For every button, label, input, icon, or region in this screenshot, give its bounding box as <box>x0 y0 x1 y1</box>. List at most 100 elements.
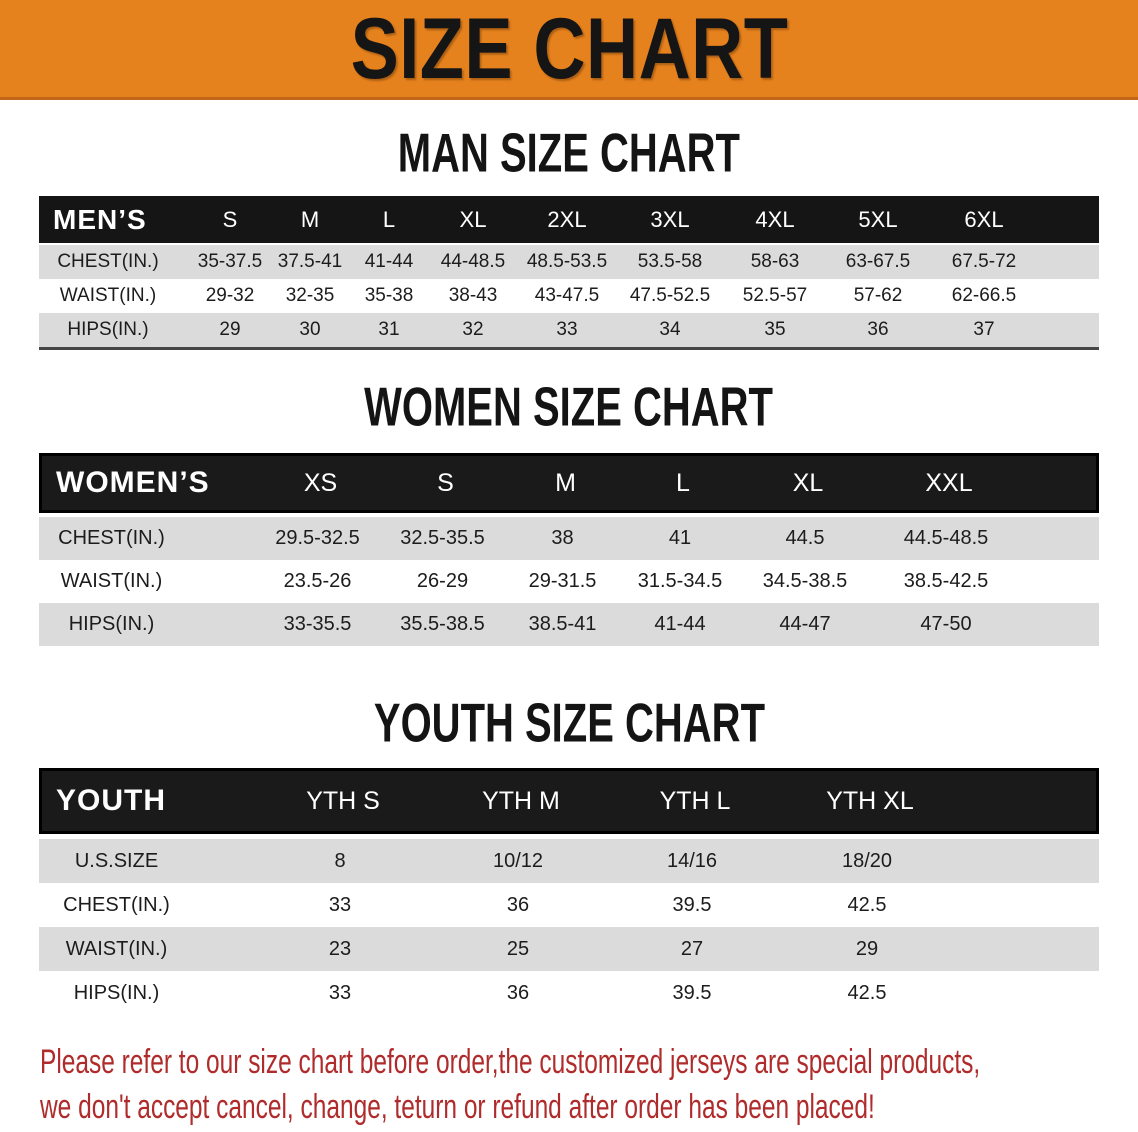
measurement-value: 41-44 <box>654 613 706 635</box>
men-size-table: MEN’S S M L XL 2XL 3XL 4XL 5XL 6XL CHEST… <box>39 196 1099 350</box>
measurement-value: 36 <box>506 981 530 1004</box>
men-size-header: XL <box>459 206 487 232</box>
measurement-value: 29-32 <box>205 285 255 306</box>
measurement-value: 29 <box>219 319 241 340</box>
measurement-value: 29-31.5 <box>528 570 597 592</box>
measurement-value: 30 <box>299 319 321 340</box>
measurement-value: 47-50 <box>920 613 972 635</box>
men-size-header: 3XL <box>650 206 690 232</box>
measurement-value: 62-66.5 <box>951 285 1017 306</box>
measurement-label: WAIST(IN.) <box>60 570 163 592</box>
measurement-label: HIPS(IN.) <box>73 981 160 1004</box>
measurement-value: 44.5 <box>785 527 825 549</box>
measurement-value: 14/16 <box>666 849 718 872</box>
measurement-label: CHEST(IN.) <box>57 251 159 272</box>
measurement-value: 32 <box>462 319 484 340</box>
men-chest-row: CHEST(IN.) 35-37.5 37.5-41 41-44 44-48.5… <box>39 245 1099 279</box>
women-size-header: M <box>555 468 576 497</box>
women-chest-row: CHEST(IN.) 29.5-32.5 32.5-35.5 38 41 44.… <box>39 517 1099 560</box>
youth-corner-label: YOUTH <box>56 784 166 817</box>
measurement-value: 42.5 <box>847 981 887 1004</box>
men-table-header-row: MEN’S S M L XL 2XL 3XL 4XL 5XL 6XL <box>39 196 1099 243</box>
measurement-value: 44-47 <box>779 613 831 635</box>
measurement-value: 44.5-48.5 <box>903 527 989 549</box>
measurement-value: 33 <box>328 893 352 916</box>
measurement-value: 67.5-72 <box>951 251 1017 272</box>
youth-size-header: YTH XL <box>826 786 914 815</box>
men-size-header: 6XL <box>964 206 1004 232</box>
measurement-value: 63-67.5 <box>845 251 911 272</box>
measurement-value: 38-43 <box>448 285 498 306</box>
measurement-value: 57-62 <box>853 285 903 306</box>
women-table-header-row: WOMEN’S XS S M L XL XXL <box>39 453 1099 513</box>
women-size-table: WOMEN’S XS S M L XL XXL CHEST(IN.) 29.5-… <box>39 453 1099 646</box>
measurement-value: 44-48.5 <box>440 251 506 272</box>
measurement-value: 39.5 <box>672 981 712 1004</box>
measurement-value: 47.5-52.5 <box>629 285 711 306</box>
men-waist-row: WAIST(IN.) 29-32 32-35 35-38 38-43 43-47… <box>39 279 1099 313</box>
banner-title: SIZE CHART <box>350 0 788 97</box>
measurement-label: WAIST(IN.) <box>65 937 168 960</box>
measurement-value: 18/20 <box>841 849 893 872</box>
measurement-value: 42.5 <box>847 893 887 916</box>
youth-ussize-row: U.S.SIZE 8 10/12 14/16 18/20 <box>39 839 1099 883</box>
disclaimer-line-1: Please refer to our size chart before or… <box>40 1043 981 1081</box>
measurement-value: 41 <box>668 527 692 549</box>
measurement-value: 31 <box>378 319 400 340</box>
women-section-heading: WOMEN SIZE CHART <box>0 376 1138 438</box>
measurement-value: 43-47.5 <box>534 285 600 306</box>
youth-hips-row: HIPS(IN.) 33 36 39.5 42.5 <box>39 971 1099 1015</box>
men-section-heading: MAN SIZE CHART <box>0 122 1138 184</box>
measurement-value: 38 <box>551 527 574 549</box>
measurement-value: 27 <box>680 937 704 960</box>
measurement-value: 29.5-32.5 <box>275 527 360 549</box>
measurement-value: 32-35 <box>285 285 335 306</box>
measurement-value: 34.5-38.5 <box>762 570 848 592</box>
measurement-value: 23.5-26 <box>283 570 352 592</box>
measurement-value: 8 <box>334 849 346 872</box>
women-hips-row: HIPS(IN.) 33-35.5 35.5-38.5 38.5-41 41-4… <box>39 603 1099 646</box>
measurement-value: 53.5-58 <box>637 251 703 272</box>
women-size-header: XL <box>792 468 824 497</box>
measurement-value: 33 <box>328 981 352 1004</box>
women-section-heading-text: WOMEN SIZE CHART <box>364 376 774 438</box>
measurement-value: 52.5-57 <box>742 285 808 306</box>
disclaimer: Please refer to our size chart before or… <box>0 1040 1138 1130</box>
measurement-value: 25 <box>506 937 530 960</box>
measurement-value: 26-29 <box>416 570 469 592</box>
measurement-value: 36 <box>867 319 889 340</box>
youth-section-heading: YOUTH SIZE CHART <box>0 692 1138 754</box>
youth-chest-row: CHEST(IN.) 33 36 39.5 42.5 <box>39 883 1099 927</box>
measurement-value: 35-37.5 <box>197 251 263 272</box>
women-size-header: L <box>676 468 690 497</box>
men-size-header: 2XL <box>547 206 587 232</box>
measurement-value: 37 <box>973 319 995 340</box>
measurement-label: CHEST(IN.) <box>58 527 165 549</box>
men-size-header: S <box>222 206 238 232</box>
measurement-value: 38.5-42.5 <box>903 570 989 592</box>
measurement-value: 48.5-53.5 <box>526 251 608 272</box>
measurement-value: 34 <box>659 319 681 340</box>
measurement-value: 29 <box>855 937 879 960</box>
women-corner-label: WOMEN’S <box>56 466 210 499</box>
women-size-header: XXL <box>925 468 973 497</box>
measurement-value: 10/12 <box>492 849 544 872</box>
measurement-value: 37.5-41 <box>277 251 343 272</box>
measurement-value: 39.5 <box>672 893 712 916</box>
measurement-label: HIPS(IN.) <box>68 613 155 635</box>
youth-section-heading-text: YOUTH SIZE CHART <box>373 692 765 754</box>
men-section-heading-text: MAN SIZE CHART <box>397 122 741 184</box>
men-size-header: 5XL <box>858 206 898 232</box>
measurement-value: 41-44 <box>364 251 414 272</box>
measurement-value: 36 <box>506 893 530 916</box>
measurement-value: 35.5-38.5 <box>400 613 485 635</box>
disclaimer-line-2: we don't accept cancel, change, teturn o… <box>40 1088 875 1126</box>
measurement-value: 35 <box>764 319 786 340</box>
youth-table-header-row: YOUTH YTH S YTH M YTH L YTH XL <box>39 768 1099 834</box>
youth-waist-row: WAIST(IN.) 23 25 27 29 <box>39 927 1099 971</box>
banner: SIZE CHART <box>0 0 1138 100</box>
measurement-value: 23 <box>328 937 352 960</box>
measurement-value: 58-63 <box>750 251 800 272</box>
women-size-header: S <box>437 468 454 497</box>
